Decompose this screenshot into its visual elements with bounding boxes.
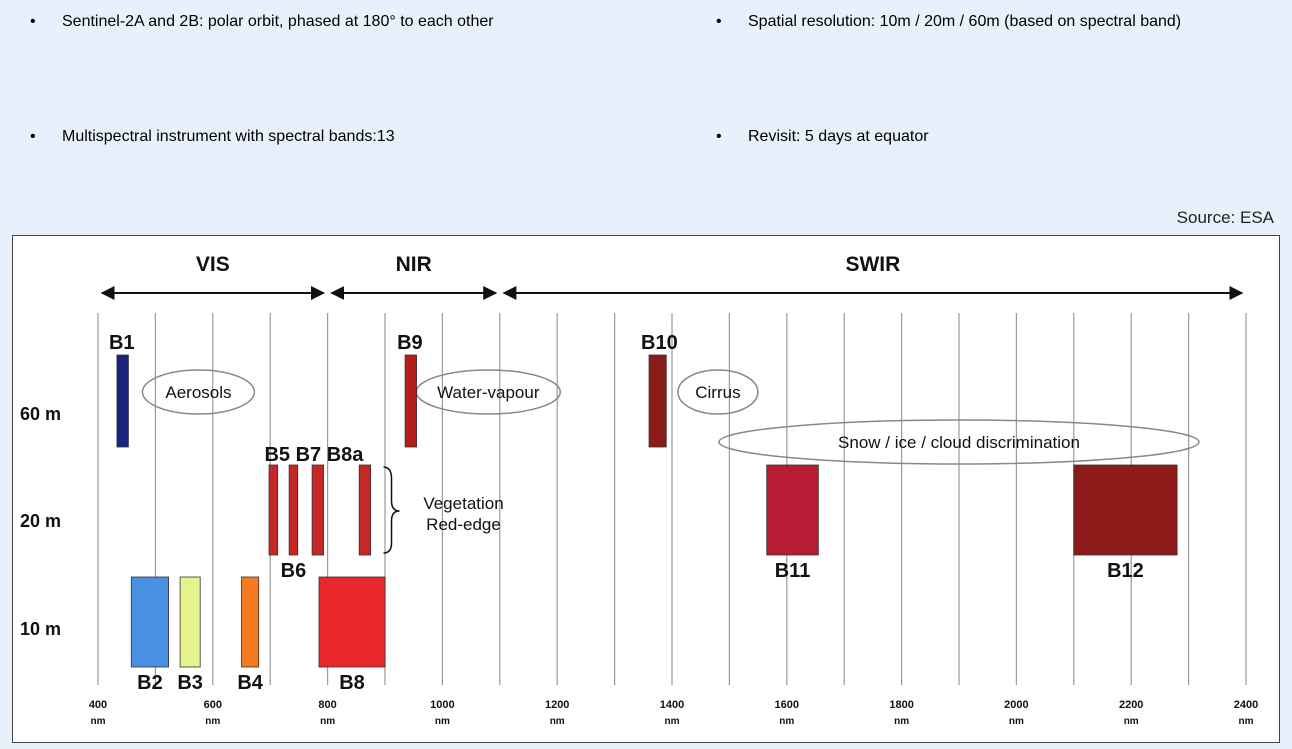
band-b10-label: B10 — [641, 332, 678, 354]
bullet-revisit-text: Revisit: 5 days at equator — [748, 128, 929, 145]
band-b8-bar — [318, 576, 386, 668]
water-vapour-annotation-label: Water-vapour — [437, 383, 540, 402]
aerosols-annotation-ellipse — [141, 369, 256, 415]
resolution-label: 60 m — [20, 404, 61, 424]
axis-tick-label: 2000 — [1004, 699, 1028, 711]
band-b11-label: B11 — [775, 560, 811, 582]
axis-tick-label: 1400 — [660, 699, 684, 711]
region-label: SWIR — [845, 253, 900, 276]
band-b5-bar — [268, 464, 279, 556]
cirrus-annotation-label: Cirrus — [695, 383, 740, 402]
snow-ice-annotation-label: Snow / ice / cloud discrimination — [838, 433, 1080, 452]
bullet-marker: • — [30, 13, 36, 30]
band-b2-label: B2 — [137, 672, 163, 694]
band-b8-label: B8 — [339, 672, 365, 694]
band-b9-label: B9 — [397, 332, 423, 354]
band-b6-label: B6 — [281, 560, 307, 582]
red-edge-label: Red-edge — [426, 515, 501, 534]
resolution-label: 20 m — [20, 511, 61, 531]
bullet-resolution: • Spatial resolution: 10m / 20m / 60m (b… — [700, 13, 1290, 31]
snow-ice-annotation-ellipse — [718, 419, 1200, 465]
axis-tick-unit: nm — [665, 716, 680, 727]
axis-tick-label: 2400 — [1234, 699, 1258, 711]
axis-tick-label: 400 — [89, 699, 107, 711]
axis-tick-unit: nm — [1239, 716, 1254, 727]
band-b1-label: B1 — [109, 332, 135, 354]
band-b12-label: B12 — [1107, 560, 1144, 582]
bullet-orbit-text: Sentinel-2A and 2B: polar orbit, phased … — [62, 13, 494, 30]
axis-tick-label: 1600 — [775, 699, 799, 711]
band-b3-bar — [179, 576, 201, 668]
band-b7-bar — [311, 464, 324, 556]
band-b5-b7-b8a-label: B5 B7 B8a — [264, 444, 364, 466]
axis-tick-unit: nm — [320, 716, 335, 727]
axis-tick-label: 600 — [204, 699, 222, 711]
bullet-instrument-text: Multispectral instrument with spectral b… — [62, 128, 395, 145]
band-b11-bar — [766, 464, 819, 556]
band-b4-bar — [241, 576, 260, 668]
source-credit: Source: ESA — [1176, 208, 1274, 227]
axis-tick-unit: nm — [91, 716, 106, 727]
region-label: VIS — [196, 253, 230, 276]
band-b9-bar — [404, 354, 417, 448]
band-b4-label: B4 — [237, 672, 263, 694]
bullet-marker: • — [716, 13, 722, 30]
band-b3-label: B3 — [177, 672, 203, 694]
axis-tick-unit: nm — [894, 716, 909, 727]
axis-tick-unit: nm — [779, 716, 794, 727]
bullet-marker: • — [30, 128, 36, 145]
bullet-marker: • — [716, 128, 722, 145]
bullet-revisit: • Revisit: 5 days at equator — [700, 128, 1290, 146]
region-label: NIR — [396, 253, 432, 276]
band-b12-bar — [1073, 464, 1178, 556]
diagram-frame — [12, 235, 1280, 743]
axis-tick-label: 1800 — [889, 699, 913, 711]
bullet-resolution-text: Spatial resolution: 10m / 20m / 60m (bas… — [748, 13, 1182, 30]
axis-tick-unit: nm — [205, 716, 220, 727]
axis-tick-unit: nm — [435, 716, 450, 727]
axis-tick-unit: nm — [1009, 716, 1024, 727]
red-edge-brace — [383, 466, 400, 554]
band-b8a-bar — [358, 464, 372, 556]
axis-tick-unit: nm — [550, 716, 565, 727]
band-diagram: VIS NIR SWIR 60 m 20 m 10 m Aerosols Water-vapo… — [20, 253, 1258, 727]
axis-tick-label: 2200 — [1119, 699, 1143, 711]
vegetation-label: Vegetation — [423, 494, 503, 513]
band-b10-bar — [648, 354, 667, 448]
bullet-instrument: • Multispectral instrument with spectral… — [14, 128, 654, 146]
cirrus-annotation-ellipse — [677, 369, 759, 415]
axis-tick-label: 1200 — [545, 699, 569, 711]
axis-tick-label: 800 — [318, 699, 336, 711]
resolution-label: 10 m — [20, 619, 61, 639]
axis-tick-unit: nm — [1124, 716, 1139, 727]
band-b6-bar — [288, 464, 299, 556]
band-b2-bar — [130, 576, 170, 668]
band-b1-bar — [116, 354, 129, 448]
bullet-orbit: • Sentinel-2A and 2B: polar orbit, phase… — [14, 13, 654, 31]
aerosols-annotation-label: Aerosols — [165, 383, 231, 402]
axis-tick-label: 1000 — [430, 699, 454, 711]
